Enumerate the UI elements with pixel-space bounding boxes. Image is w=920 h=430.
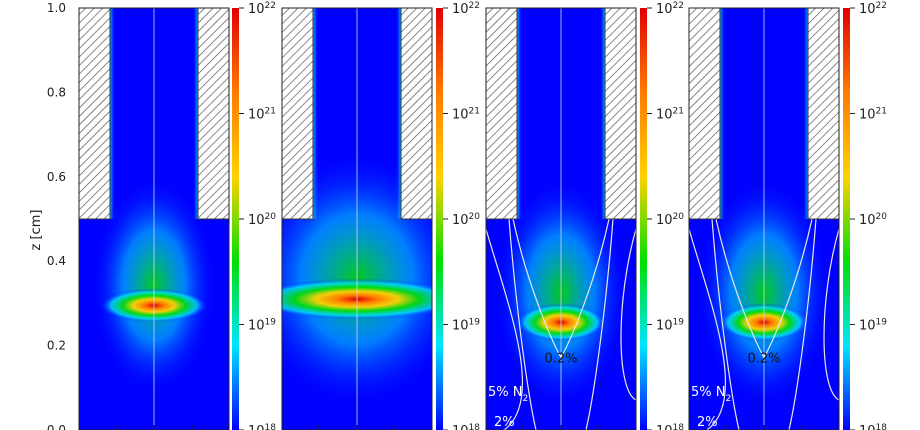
colorbar-tick-label: 1020 (248, 212, 276, 228)
colorbar-3: 1018 1019 1020 1021 1022 (640, 1, 684, 430)
y-tick-label: 0.0 (47, 423, 66, 430)
colorbar-tick-label: 1022 (859, 1, 887, 17)
contour-line (711, 218, 740, 430)
contour-label: 0.2% (544, 351, 577, 366)
colorbar-tick-label: 1018 (452, 423, 480, 430)
colorbar-tick-label: 1019 (452, 318, 480, 334)
colorbar-gradient (640, 8, 647, 430)
colorbar-gradient (436, 8, 443, 430)
colorbar-tick-label: 1020 (859, 212, 887, 228)
colorbar-tick-label: 1020 (656, 212, 684, 228)
panel-frame (78, 7, 230, 430)
wall-left (688, 7, 721, 220)
colorbar-2: 1018 1019 1020 1021 1022 (436, 1, 480, 430)
wall-left (78, 7, 111, 220)
heatmap-panel-1: 1018 1019 1020 1021 1022 (78, 1, 276, 430)
contour-line (715, 218, 813, 359)
colorbar-tick-label: 1019 (248, 318, 276, 334)
colorbar-tick-label: 1022 (656, 1, 684, 17)
colorbar-tick-label: 1022 (248, 1, 276, 17)
contour-line (508, 218, 537, 430)
wall-right (604, 7, 637, 220)
colorbar-tick-label: 1020 (452, 212, 480, 228)
contour-line (823, 228, 839, 401)
colorbar-4: 1018 1019 1020 1021 1022 (843, 1, 887, 430)
y-tick-label: 0.2 (47, 339, 66, 353)
contour-label: 0.2% (747, 351, 780, 366)
y-tick-labels: 0.0 0.2 0.4 0.6 0.8 1.0 (47, 1, 66, 430)
contour-line (788, 218, 817, 430)
colorbar-gradient (232, 8, 239, 430)
y-tick-label: 0.4 (47, 254, 66, 268)
colorbar-tick-label: 1018 (656, 423, 684, 430)
colorbar-tick-label: 1019 (656, 318, 684, 334)
contour-line (585, 218, 614, 430)
panel-frame (281, 7, 433, 430)
wall-left (485, 7, 518, 220)
colorbar-tick-label: 1018 (248, 423, 276, 430)
contour-line (486, 228, 524, 430)
contour-line (689, 228, 727, 430)
wall-right (400, 7, 433, 220)
panel-frame (688, 7, 840, 430)
contour-label: 5% N2 (488, 385, 528, 404)
y-tick-label: 0.8 (47, 85, 66, 99)
colorbar-gradient (843, 8, 850, 430)
colorbar-tick-label: 1021 (859, 107, 887, 123)
y-tick-label: 1.0 (47, 1, 66, 15)
contour-label: 2% (697, 415, 718, 430)
heatmap-panel-4: 0.2% 5% N2 2% 1018 1019 1020 1021 1022 (688, 1, 887, 430)
colorbar-tick-label: 1018 (859, 423, 887, 430)
colorbar-tick-label: 1019 (859, 318, 887, 334)
wall-right (807, 7, 840, 220)
colorbar-tick-label: 1021 (452, 107, 480, 123)
contour-label: 2% (494, 415, 515, 430)
heatmap-panel-3: 0.2% 5% N2 2% 1018 1019 1020 1021 1022 (485, 1, 684, 430)
contour-line (512, 218, 610, 359)
colorbar-tick-label: 1022 (452, 1, 480, 17)
colorbar-tick-label: 1021 (656, 107, 684, 123)
colorbar-tick-label: 1021 (248, 107, 276, 123)
panels: 1018 1019 1020 1021 1022 1018 1019 1020 1021 1022… (78, 1, 887, 430)
contour-label: 5% N2 (691, 385, 731, 404)
wall-right (197, 7, 230, 220)
heatmap-panel-2: 1018 1019 1020 1021 1022 (281, 1, 480, 430)
contour-line (620, 228, 636, 401)
colorbar-1: 1018 1019 1020 1021 1022 (232, 1, 276, 430)
y-axis: z [cm] 0.0 0.2 0.4 0.6 0.8 1.0 (29, 1, 66, 430)
wall-left (281, 7, 314, 220)
y-tick-label: 0.6 (47, 170, 66, 184)
y-axis-label: z [cm] (29, 210, 44, 251)
panel-frame (485, 7, 637, 430)
